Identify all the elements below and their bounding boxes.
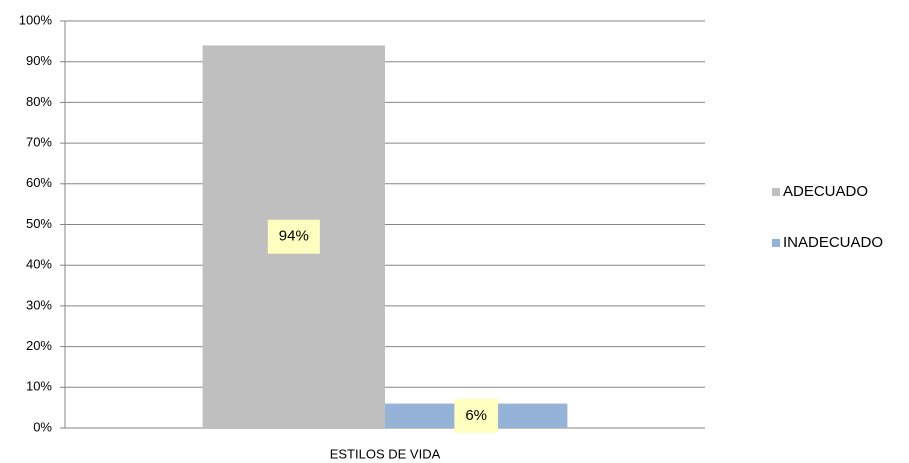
legend-swatch [772,239,780,247]
y-tick-label: 30% [26,297,52,312]
y-tick-label: 70% [26,135,52,150]
y-tick-label: 100% [19,12,53,27]
data-label-box [267,219,320,254]
legend-label: ADECUADO [783,183,868,200]
legend-swatch [772,188,780,196]
y-tick-label: 10% [26,379,52,394]
y-tick-label: 20% [26,338,52,353]
y-tick-label: 60% [26,175,52,190]
legend-label: INADECUADO [783,234,883,251]
y-tick-label: 0% [33,419,52,434]
y-tick-label: 90% [26,53,52,68]
data-label-box [454,398,499,433]
y-tick-label: 40% [26,257,52,272]
y-tick-label: 50% [26,216,52,231]
data-label: 94% [279,228,309,245]
data-label: 6% [465,407,487,424]
x-tick-label: ESTILOS DE VIDA [330,446,441,461]
y-tick-label: 80% [26,94,52,109]
